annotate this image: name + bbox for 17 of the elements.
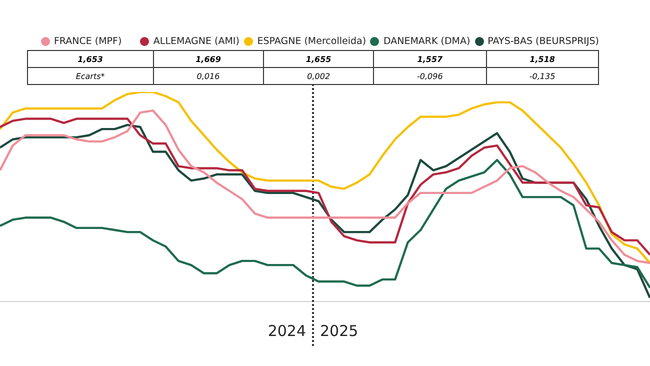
legend-label: DANEMARK (DMA) xyxy=(383,36,470,47)
text: Ecarts* xyxy=(28,68,154,84)
legend-label: PAYS-BAS (BEURSPRIJS) xyxy=(488,36,600,47)
text: 0,016 xyxy=(153,68,264,84)
text: 2025 xyxy=(320,322,358,340)
legend-label: ESPAGNE (Mercolleida) xyxy=(257,36,366,47)
legend-label: ALLEMAGNE (AMI) xyxy=(153,36,240,47)
text: 1,669 xyxy=(153,50,264,68)
text: 1,653 xyxy=(28,50,154,68)
text: -0,135 xyxy=(486,68,598,84)
text: 1,518 xyxy=(486,50,598,68)
text: 2024 xyxy=(268,322,306,340)
legend-label: FRANCE (MPF) xyxy=(54,36,122,47)
text: 1,655 xyxy=(263,50,374,68)
text: 0,002 xyxy=(263,68,374,84)
text: 1,557 xyxy=(374,50,486,68)
text: -0,096 xyxy=(374,68,486,84)
